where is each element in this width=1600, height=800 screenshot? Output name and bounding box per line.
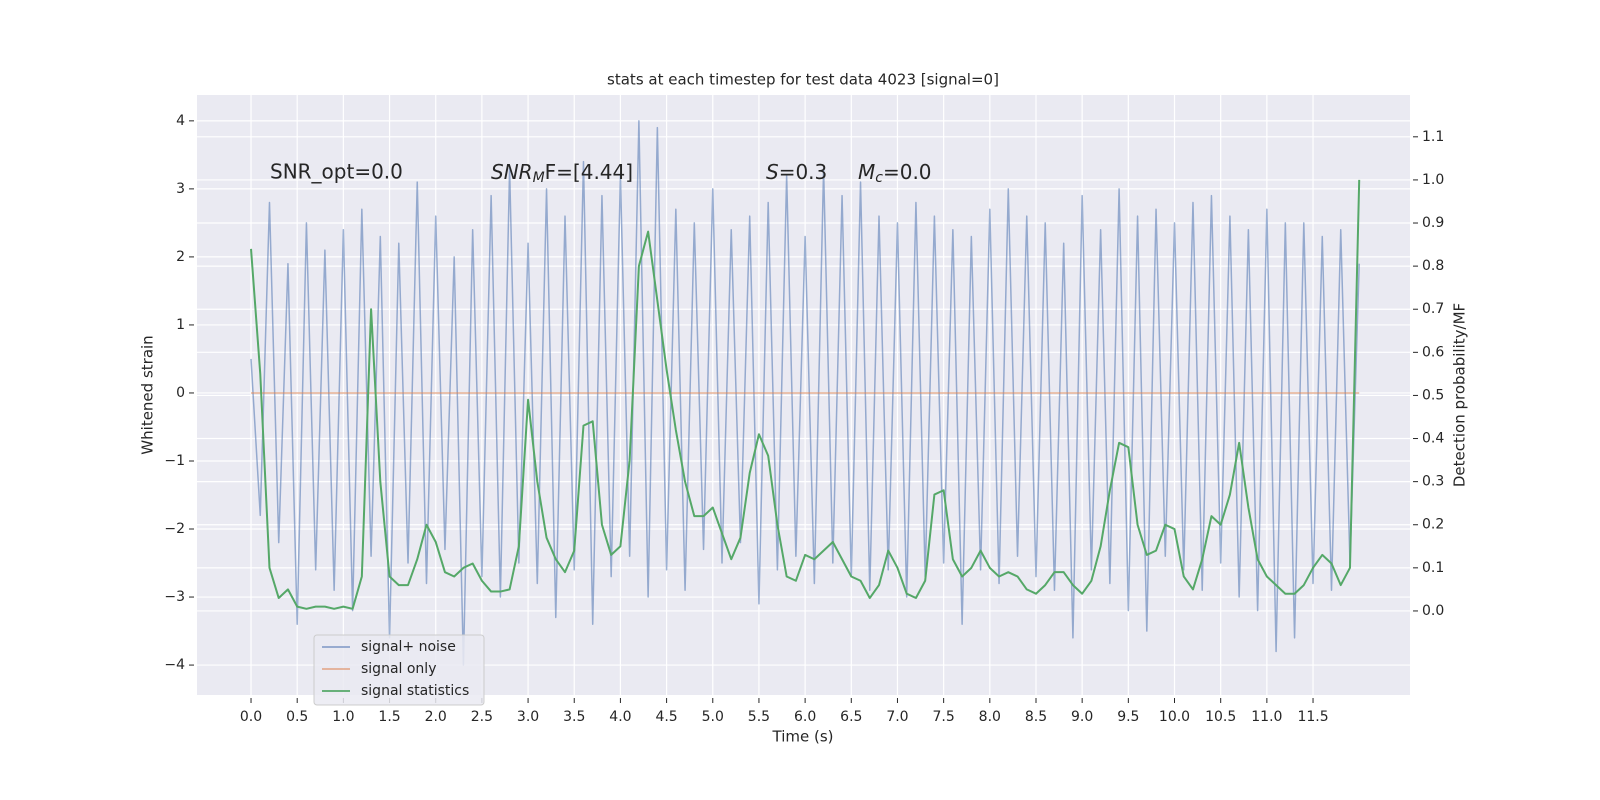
x-tick-label: 7.0 — [886, 709, 908, 725]
x-axis-label: Time (s) — [772, 728, 834, 746]
x-tick-label: 9.5 — [1117, 709, 1139, 725]
annotation: S=0.3 — [766, 160, 827, 184]
x-tick-label: 6.5 — [840, 709, 862, 725]
y-tick-label: 4 — [176, 113, 185, 129]
legend-box — [313, 634, 485, 706]
annotation-part: M — [533, 170, 545, 186]
x-tick-label: 0.0 — [240, 709, 262, 725]
x-tick-label: 4.0 — [609, 709, 631, 725]
x-tick-label: 8.5 — [1025, 709, 1047, 725]
x-tick-label: 7.5 — [933, 709, 955, 725]
y-tick-label: −2 — [164, 521, 185, 537]
foreground: 0.0 0.5 1.0 1.5 2.0 2.5 3.0 3.5 4.0 4.5 5.0 5.5 6.0 6… — [164, 113, 1444, 725]
y-tick-label: −4 — [164, 657, 185, 673]
y2-tick-label: 0.4 — [1422, 431, 1444, 447]
y-tick-label: 2 — [176, 249, 185, 265]
x-tick-label: 3.5 — [563, 709, 585, 725]
annotation-part: c — [875, 170, 883, 186]
y-tick-label: 0 — [176, 385, 185, 401]
annotation-part: =0.3 — [779, 160, 828, 184]
y2-tick-label: 0.9 — [1422, 215, 1444, 231]
x-tick-label: 6.0 — [794, 709, 816, 725]
legend-label: signal statistics — [361, 683, 469, 699]
y-tick-label: −1 — [164, 453, 185, 469]
x-tick-label: 5.5 — [748, 709, 770, 725]
annotation-part: SNR — [491, 160, 533, 184]
x-tick-label: 10.0 — [1159, 709, 1190, 725]
legend: signal+ noise signal only signal statistic… — [313, 634, 485, 706]
series-line — [250, 179, 1361, 610]
x-tick-label: 2.0 — [425, 709, 447, 725]
lines — [250, 120, 1361, 666]
legend-label: signal only — [361, 661, 436, 677]
series-line — [250, 120, 1360, 666]
y2-axis-label: Detection probability/MF — [1451, 303, 1469, 487]
x-tick-label: 2.5 — [471, 709, 493, 725]
x-tick-label: 5.0 — [702, 709, 724, 725]
annotation-part: =0.0 — [883, 160, 932, 184]
x-tick-label: 8.0 — [979, 709, 1001, 725]
x-tick-label: 3.0 — [517, 709, 539, 725]
y2-tick-label: 0.7 — [1422, 301, 1444, 317]
annotation: SNR_opt=0.0 — [270, 160, 403, 184]
x-tick-label: 10.5 — [1205, 709, 1236, 725]
y2-tick-label: 0.0 — [1422, 603, 1444, 619]
y-tick-label: −3 — [164, 589, 185, 605]
y2-tick-label: 0.3 — [1422, 474, 1444, 490]
x-tick-label: 11.0 — [1251, 709, 1282, 725]
y2-tick-label: 0.6 — [1422, 344, 1444, 360]
annotation: Mc=0.0 — [858, 160, 932, 187]
y-tick-label: 3 — [176, 181, 185, 197]
legend-label: signal+ noise — [361, 639, 456, 655]
x-tick-label: 4.5 — [655, 709, 677, 725]
x-tick-label: 11.5 — [1297, 709, 1328, 725]
x-tick-label: 1.0 — [332, 709, 354, 725]
y-tick-label: 1 — [176, 317, 185, 333]
y2-tick-label: 0.8 — [1422, 258, 1444, 274]
x-tick-label: 1.5 — [378, 709, 400, 725]
x-tick-label: 0.5 — [286, 709, 308, 725]
y2-tick-label: 0.5 — [1422, 387, 1444, 403]
y2-tick-label: 1.1 — [1422, 129, 1444, 145]
y2-tick-label: 0.1 — [1422, 560, 1444, 576]
y2-tick-label: 0.2 — [1422, 517, 1444, 533]
y2-tick-label: 1.0 — [1422, 172, 1444, 188]
annotation: SNRMF=[4.44] — [491, 160, 633, 187]
chart-title: stats at each timestep for test data 402… — [607, 71, 999, 89]
annotation-part: M — [858, 160, 875, 184]
x-tick-label: 9.0 — [1071, 709, 1093, 725]
annotation-part: F=[4.44] — [545, 160, 633, 184]
annotation-part: S — [766, 160, 779, 184]
y-axis-label: Whitened strain — [139, 335, 157, 454]
